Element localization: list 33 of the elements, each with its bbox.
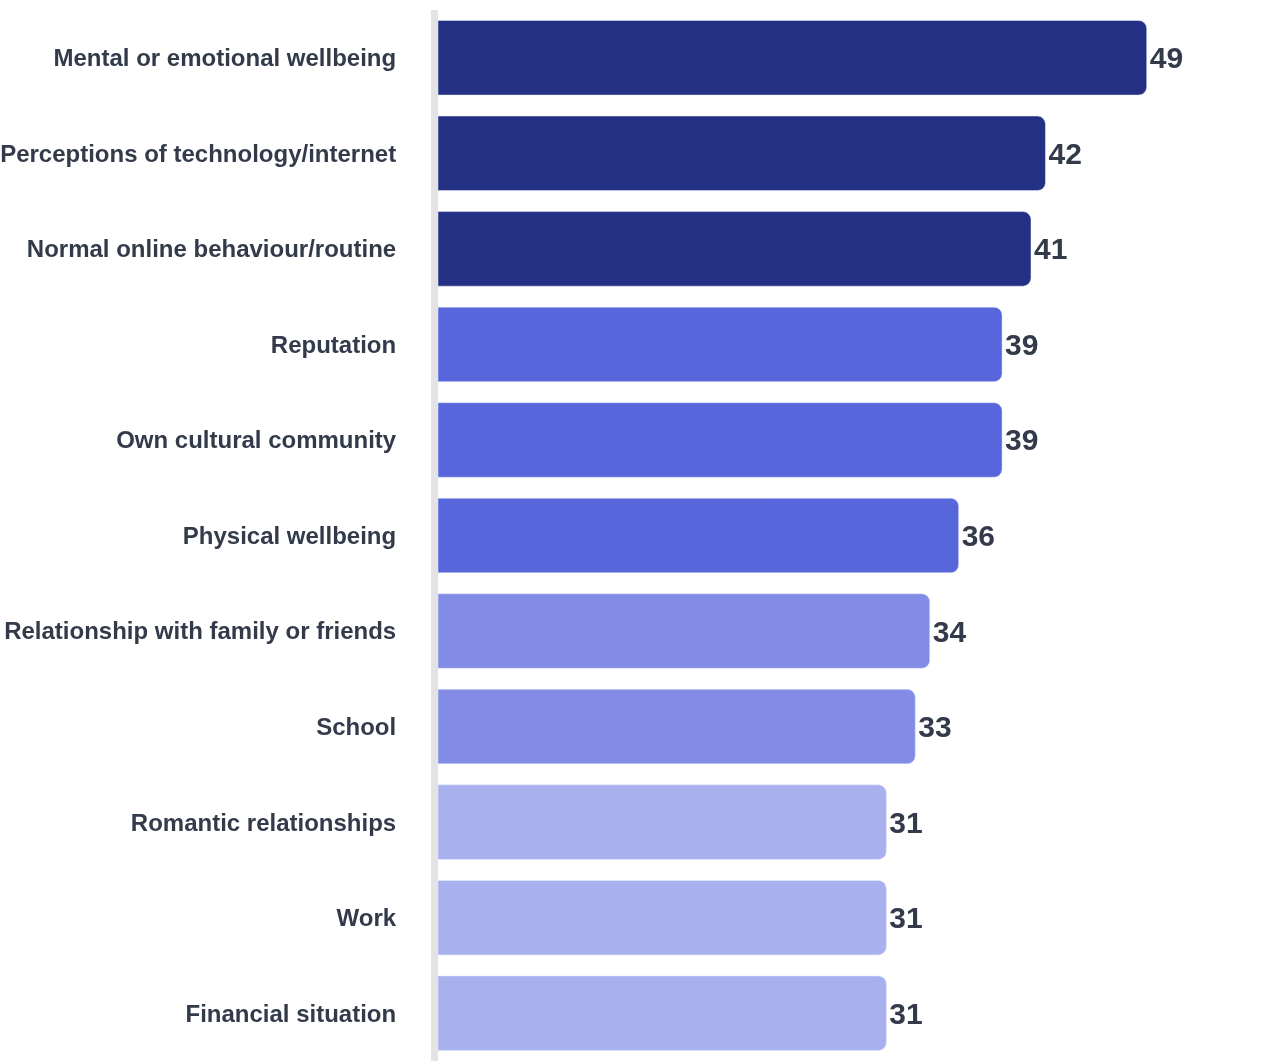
bar <box>438 975 887 1051</box>
y-tick-label: Normal online behaviour/routine <box>26 235 397 263</box>
y-tick-label: Mental or emotional wellbeing <box>53 44 397 72</box>
data-label: 36 <box>961 519 996 552</box>
y-tick-label: Perceptions of technology/internet <box>0 139 397 167</box>
y-tick-label: Relationship with family or friends <box>4 617 397 645</box>
data-label: 31 <box>889 901 923 935</box>
data-label: 39 <box>1005 423 1039 457</box>
bar <box>438 20 1147 96</box>
y-tick-label: Physical wellbeing <box>182 521 397 549</box>
data-label: 33 <box>918 710 952 744</box>
bar <box>438 593 930 669</box>
y-tick-label: Financial situation <box>185 999 397 1027</box>
data-label: 41 <box>1033 232 1068 266</box>
bar <box>438 784 887 860</box>
data-label: 31 <box>889 805 923 839</box>
bar <box>438 497 959 574</box>
y-tick-label: Own cultural community <box>116 426 397 454</box>
y-tick-label: Romantic relationships <box>130 808 397 836</box>
data-label: 31 <box>889 996 923 1030</box>
bar <box>438 689 916 765</box>
bar <box>438 306 1003 382</box>
bar <box>438 115 1046 191</box>
data-label: 49 <box>1149 41 1184 75</box>
bar <box>438 880 887 956</box>
y-tick-label: Work <box>336 904 397 932</box>
y-tick-label: School <box>316 712 397 740</box>
bar <box>438 402 1003 478</box>
data-label: 39 <box>1005 327 1039 361</box>
data-label: 42 <box>1048 136 1082 170</box>
data-label: 34 <box>932 614 967 648</box>
y-tick-label: Reputation <box>270 330 397 358</box>
bar <box>438 211 1032 287</box>
